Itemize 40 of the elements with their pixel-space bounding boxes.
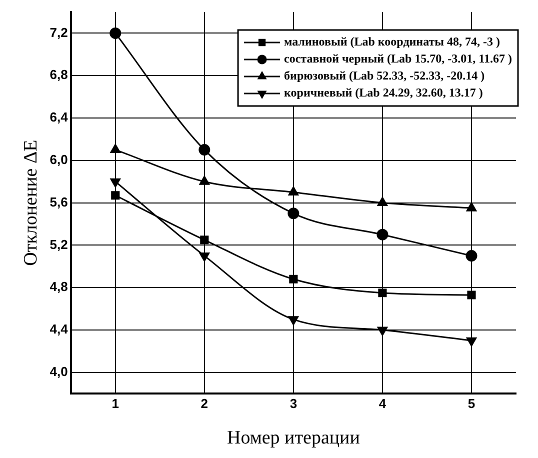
point [200, 236, 209, 244]
point [466, 250, 478, 262]
y-tick-label: 6,8 [50, 67, 68, 82]
point [466, 337, 477, 346]
point [110, 144, 120, 154]
point [376, 228, 388, 240]
point [288, 316, 299, 326]
point [111, 191, 120, 200]
point [288, 186, 299, 196]
legend-label: бирюзовый (Lab 52.33, -52.33, -20.14 ) [284, 68, 485, 83]
legend-label: малиновый (Lab координаты 48, 74, -3 ) [284, 34, 500, 49]
point [377, 326, 388, 336]
y-tick-label: 4,0 [50, 364, 68, 379]
point [378, 288, 387, 298]
x-tick-label: 3 [290, 396, 298, 411]
x-axis-title: Номер итерации [226, 428, 360, 449]
point [467, 290, 476, 300]
y-tick-label: 7,2 [50, 24, 68, 40]
y-tick-label: 4,8 [50, 279, 68, 294]
y-tick-label: 6,0 [50, 152, 68, 167]
y-tick-label: 5,2 [50, 236, 68, 252]
point [110, 27, 122, 39]
point [198, 144, 210, 156]
point [199, 176, 210, 185]
x-tick-label: 2 [200, 396, 208, 411]
y-tick-label: 5,6 [50, 194, 68, 210]
x-tick-label: 1 [112, 396, 119, 411]
y-tick-label: 6,4 [50, 110, 69, 125]
point [289, 274, 298, 284]
y-tick-label: 4,4 [50, 322, 69, 337]
legend-label: коричневый (Lab 24.29, 32.60, 13.17 ) [284, 86, 483, 100]
x-tick-label: 5 [468, 396, 476, 411]
point [288, 208, 300, 220]
point [466, 202, 477, 212]
y-axis-title: Отклонение ΔE [20, 140, 42, 266]
point [199, 252, 210, 262]
point [110, 178, 120, 188]
point [377, 197, 388, 206]
legend-label: составной черный (Lab 15.70, -3.01, 11.67 ) [284, 52, 512, 66]
x-tick-label: 4 [378, 396, 387, 411]
